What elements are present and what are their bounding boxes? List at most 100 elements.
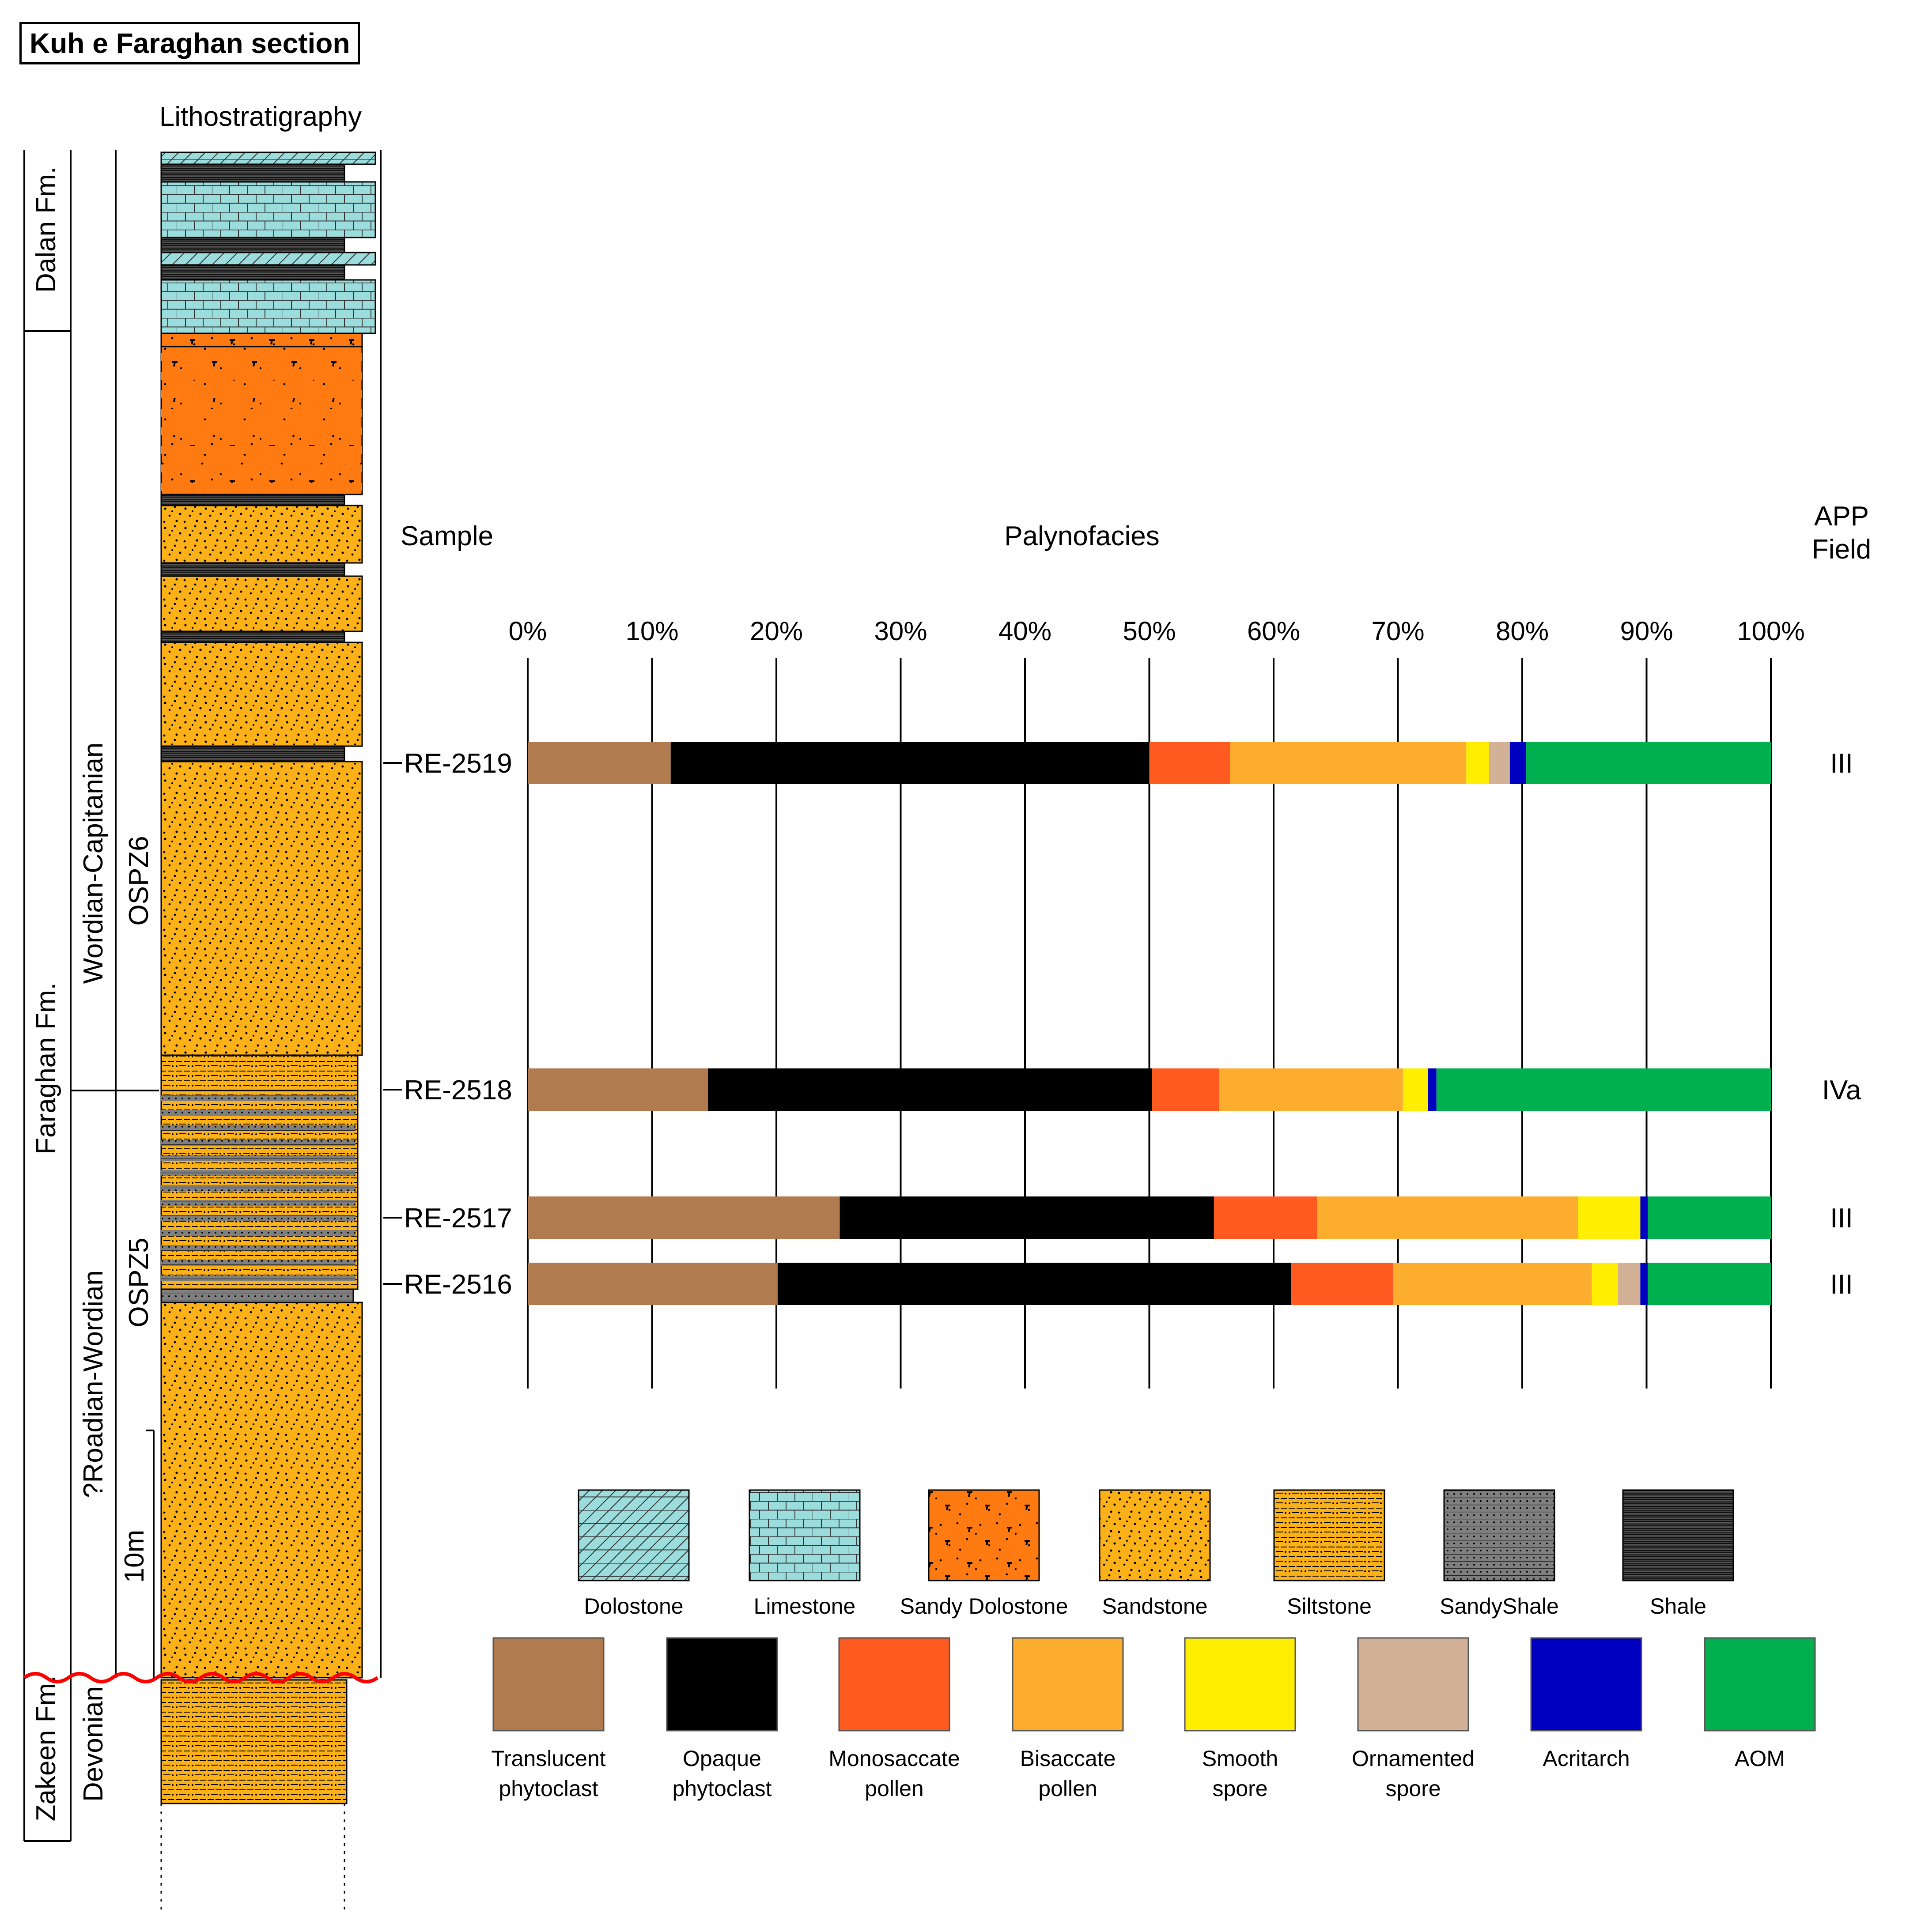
shale-bed [160, 163, 345, 183]
x-tick-label: 70% [1371, 616, 1424, 646]
formation-label-faraghan: Faraghan Fm. [31, 982, 61, 1154]
palynofacies-chart: 0% 10% 20% 30% 40% 50% 60% 70% 80% 90% 100% RE-2519… [383, 616, 1861, 1389]
dolostone-stripe [161, 372, 362, 380]
component-legend-label: phytoclast [672, 1776, 771, 1801]
sandy-shale-stripe [161, 1260, 355, 1266]
sandstone-bed [160, 575, 363, 632]
lithology-legend-label: SandyShale [1440, 1594, 1559, 1619]
x-tick-label: 100% [1737, 616, 1804, 646]
x-tick-label: 60% [1247, 616, 1300, 646]
bar-segment [1618, 1263, 1641, 1305]
sandy-shale-stripe [161, 1140, 355, 1146]
lithology-legend-label: Limestone [754, 1594, 856, 1619]
dolostone-stripe [161, 427, 362, 435]
formation-label-dalan: Dalan Fm. [31, 166, 61, 293]
bar-segment [528, 742, 671, 784]
scale-bar-label: 10m [119, 1530, 150, 1583]
lithology-swatch [578, 1489, 690, 1581]
siltstone-bed [160, 1679, 348, 1804]
lithology-legend-label: Shale [1650, 1594, 1706, 1619]
bar-segment [708, 1068, 1152, 1111]
sample-label: RE-2517 [404, 1203, 512, 1234]
lithology-swatch [1273, 1489, 1385, 1581]
sandstone-bed [160, 641, 363, 747]
bar-segment [1230, 742, 1467, 784]
lithology-column [160, 151, 376, 1804]
sample-label: RE-2516 [404, 1269, 512, 1300]
palynofacies-title: Palynofacies [1004, 521, 1160, 551]
app-field-value: III [1830, 748, 1853, 779]
bar-segment [1291, 1263, 1393, 1305]
dolostone-stripe [161, 390, 362, 398]
dolostone-stripe [161, 409, 362, 417]
bar-segment [1488, 742, 1510, 784]
zone-label-ospz5: OSPZ5 [124, 1238, 154, 1327]
siltstone-bed [160, 1054, 359, 1091]
bar-segment [1436, 1068, 1771, 1111]
bar-segment [1640, 1263, 1648, 1305]
component-legend-label: Monosaccate [828, 1746, 960, 1771]
app-field-value: III [1830, 1203, 1853, 1234]
bar-segment [1648, 1263, 1771, 1305]
bar-segment [1152, 1068, 1219, 1111]
formation-label-zakeen: Zakeen Fm. [31, 1675, 61, 1822]
app-field-value: IVa [1822, 1075, 1861, 1106]
age-label-devonian: Devonian [78, 1686, 109, 1802]
component-legend-label: Bisaccate [1020, 1746, 1116, 1771]
component-swatch [1184, 1637, 1296, 1732]
bar-segment [1403, 1068, 1428, 1111]
lithology-swatch [1099, 1489, 1211, 1581]
dolostone-stripe [161, 483, 362, 491]
bar-segment [670, 742, 1150, 784]
bar-segment [1214, 1196, 1317, 1239]
component-legend-label: pollen [1038, 1776, 1097, 1801]
lithology-legend-label: Dolostone [584, 1594, 683, 1619]
sandy-shale-stripe [161, 1200, 355, 1206]
lithology-swatch [1622, 1489, 1734, 1581]
component-swatch [1530, 1637, 1642, 1732]
component-swatch [838, 1637, 950, 1732]
bar-segment [1640, 1196, 1648, 1239]
bar-segment [1428, 1068, 1437, 1111]
component-swatch [1012, 1637, 1124, 1732]
sandstone-bed [160, 761, 363, 1056]
bar-segment [1578, 1196, 1641, 1239]
column-continuation [160, 1804, 345, 1912]
sandy-shale-stripe [161, 1230, 355, 1236]
bar-segment [528, 1068, 708, 1111]
sandy-shale-stripe [161, 1155, 355, 1161]
bar-segment [777, 1263, 1291, 1305]
sandy-shale-stripe [161, 1095, 355, 1101]
component-legend-label: Ornamented [1352, 1746, 1475, 1771]
bar-segment [1592, 1263, 1618, 1305]
x-tick-label: 50% [1123, 616, 1176, 646]
bar-segment [1509, 742, 1526, 784]
sandy-shale-stripe [161, 1185, 355, 1191]
component-legend-label: Opaque [683, 1746, 761, 1771]
bar-segment [1219, 1068, 1403, 1111]
component-legend: Translucent phytoclast Opaque phytoclast Mon… [491, 1637, 1816, 1801]
sandy-dolostone-bed [160, 332, 363, 347]
component-legend-label: AOM [1735, 1746, 1785, 1771]
component-legend-label: spore [1385, 1776, 1441, 1801]
sandstone-bed [160, 1302, 363, 1679]
lithology-swatch [749, 1489, 861, 1581]
app-field-header-line1: APP [1814, 501, 1869, 532]
dolostone-bed [160, 151, 376, 165]
lithostratigraphy-header: Lithostratigraphy [159, 102, 362, 132]
shale-bed [160, 562, 345, 577]
zone-label-ospz6: OSPZ6 [124, 836, 154, 925]
bar-segment [840, 1196, 1214, 1239]
bar-segment [1393, 1263, 1592, 1305]
x-tick-label: 40% [998, 616, 1051, 646]
lithology-legend: Dolostone Limestone Sandy Dolostone Sandsto… [578, 1489, 1734, 1619]
component-swatch [1357, 1637, 1469, 1732]
sandy-shale-stripe [161, 1215, 355, 1221]
component-legend-label: phytoclast [499, 1776, 598, 1801]
sample-label: RE-2518 [404, 1075, 512, 1106]
x-tick-label: 10% [625, 616, 678, 646]
age-label-wordian-capitanian: Wordian-Capitanian [78, 743, 109, 984]
sandy-shale-stripe [161, 1125, 355, 1131]
component-legend-label: pollen [865, 1776, 923, 1801]
